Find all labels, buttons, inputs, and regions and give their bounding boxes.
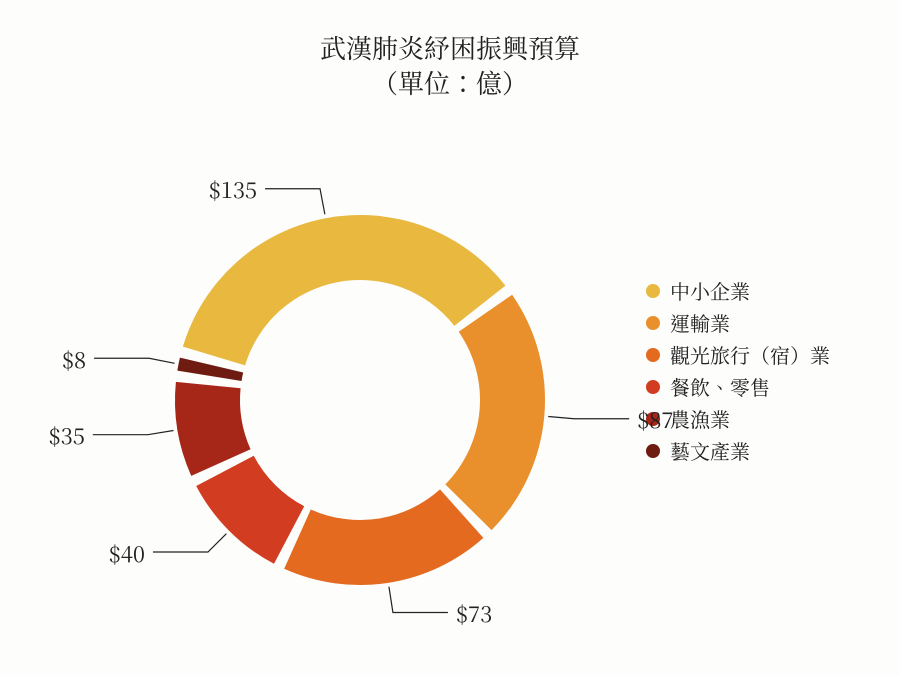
- slice-label: $35: [49, 420, 85, 451]
- legend-item: 餐飲、零售: [646, 371, 830, 403]
- legend-label: 餐飲、零售: [670, 371, 770, 403]
- legend-label: 藝文產業: [670, 435, 750, 467]
- leader-line: [548, 416, 629, 418]
- legend-swatch: [646, 348, 660, 362]
- slice-1: [445, 295, 545, 530]
- leader-line: [153, 534, 226, 552]
- legend-label: 農漁業: [670, 403, 730, 435]
- slice-0: [183, 215, 506, 365]
- slice-label: $135: [209, 174, 257, 205]
- legend-item: 觀光旅行（宿）業: [646, 339, 830, 371]
- slice-2: [284, 489, 483, 585]
- legend: 中小企業運輸業觀光旅行（宿）業餐飲、零售農漁業藝文產業: [646, 275, 830, 467]
- slice-label: $87: [637, 404, 673, 435]
- legend-label: 觀光旅行（宿）業: [670, 339, 830, 371]
- slice-4: [175, 382, 251, 476]
- legend-swatch: [646, 316, 660, 330]
- leader-line: [93, 430, 174, 434]
- legend-swatch: [646, 284, 660, 298]
- slice-label: $8: [62, 344, 86, 375]
- legend-label: 運輸業: [670, 307, 730, 339]
- legend-swatch: [646, 444, 660, 458]
- legend-label: 中小企業: [670, 275, 750, 307]
- slice-label: $40: [109, 538, 145, 569]
- leader-line: [94, 358, 175, 363]
- leader-line: [265, 189, 325, 215]
- legend-item: 運輸業: [646, 307, 830, 339]
- legend-item: 農漁業: [646, 403, 830, 435]
- legend-item: 藝文產業: [646, 435, 830, 467]
- slice-label: $73: [456, 598, 492, 629]
- legend-item: 中小企業: [646, 275, 830, 307]
- leader-line: [389, 587, 448, 613]
- legend-swatch: [646, 380, 660, 394]
